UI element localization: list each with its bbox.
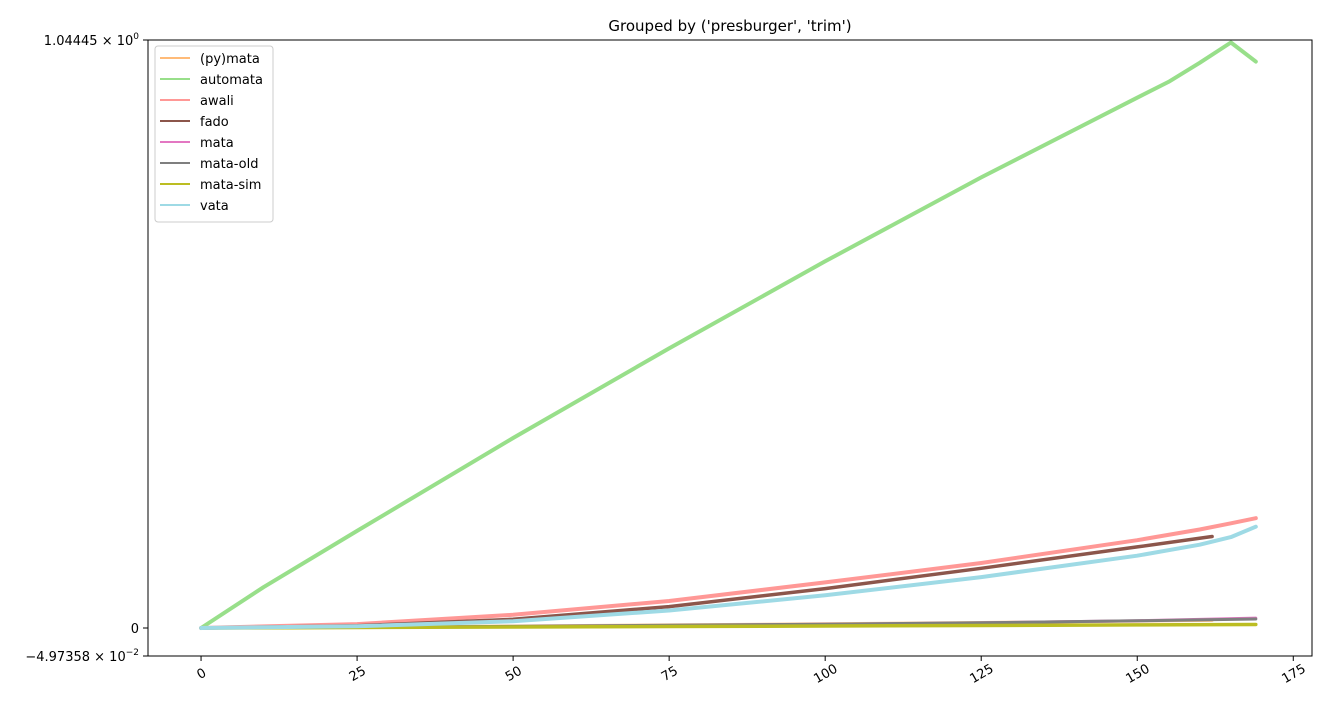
- legend-label: vata: [200, 199, 229, 214]
- series-line: [199, 524, 1258, 630]
- series-line: [199, 516, 1258, 630]
- x-tick-label: 125: [967, 662, 996, 687]
- legend-label: automata: [200, 73, 263, 88]
- y-tick-label: 0: [131, 622, 139, 637]
- legend-label: fado: [200, 115, 229, 130]
- x-tick-label: 0: [194, 666, 209, 683]
- y-axis: 1.04445 × 100 0 −4.97358 × 10−2: [25, 32, 148, 665]
- x-tick-label: 25: [347, 664, 369, 685]
- x-tick-label: 150: [1123, 662, 1152, 687]
- y-tick-label: −4.97358 × 10−2: [25, 648, 139, 665]
- plot-frame: [147, 39, 1313, 657]
- legend-label: mata-old: [200, 157, 258, 172]
- plot-lines: [199, 40, 1258, 630]
- legend: (py)mata automata awali fado mata mata-old mat…: [154, 45, 274, 223]
- x-tick-label: 100: [811, 662, 840, 687]
- x-axis: 0 25 50 75 100 125 150 175: [194, 656, 1309, 687]
- y-tick-label: 1.04445 × 100: [44, 32, 139, 49]
- x-tick-label: 50: [503, 664, 525, 685]
- legend-label: mata-sim: [200, 178, 261, 193]
- legend-label: awali: [200, 94, 234, 109]
- x-tick-label: 75: [659, 664, 681, 685]
- legend-label: mata: [200, 136, 234, 151]
- legend-box: [154, 45, 274, 223]
- x-tick-label: 175: [1280, 662, 1309, 687]
- legend-label: (py)mata: [200, 52, 260, 67]
- chart-title: Grouped by ('presburger', 'trim'): [608, 17, 851, 35]
- series-line: [199, 40, 1258, 630]
